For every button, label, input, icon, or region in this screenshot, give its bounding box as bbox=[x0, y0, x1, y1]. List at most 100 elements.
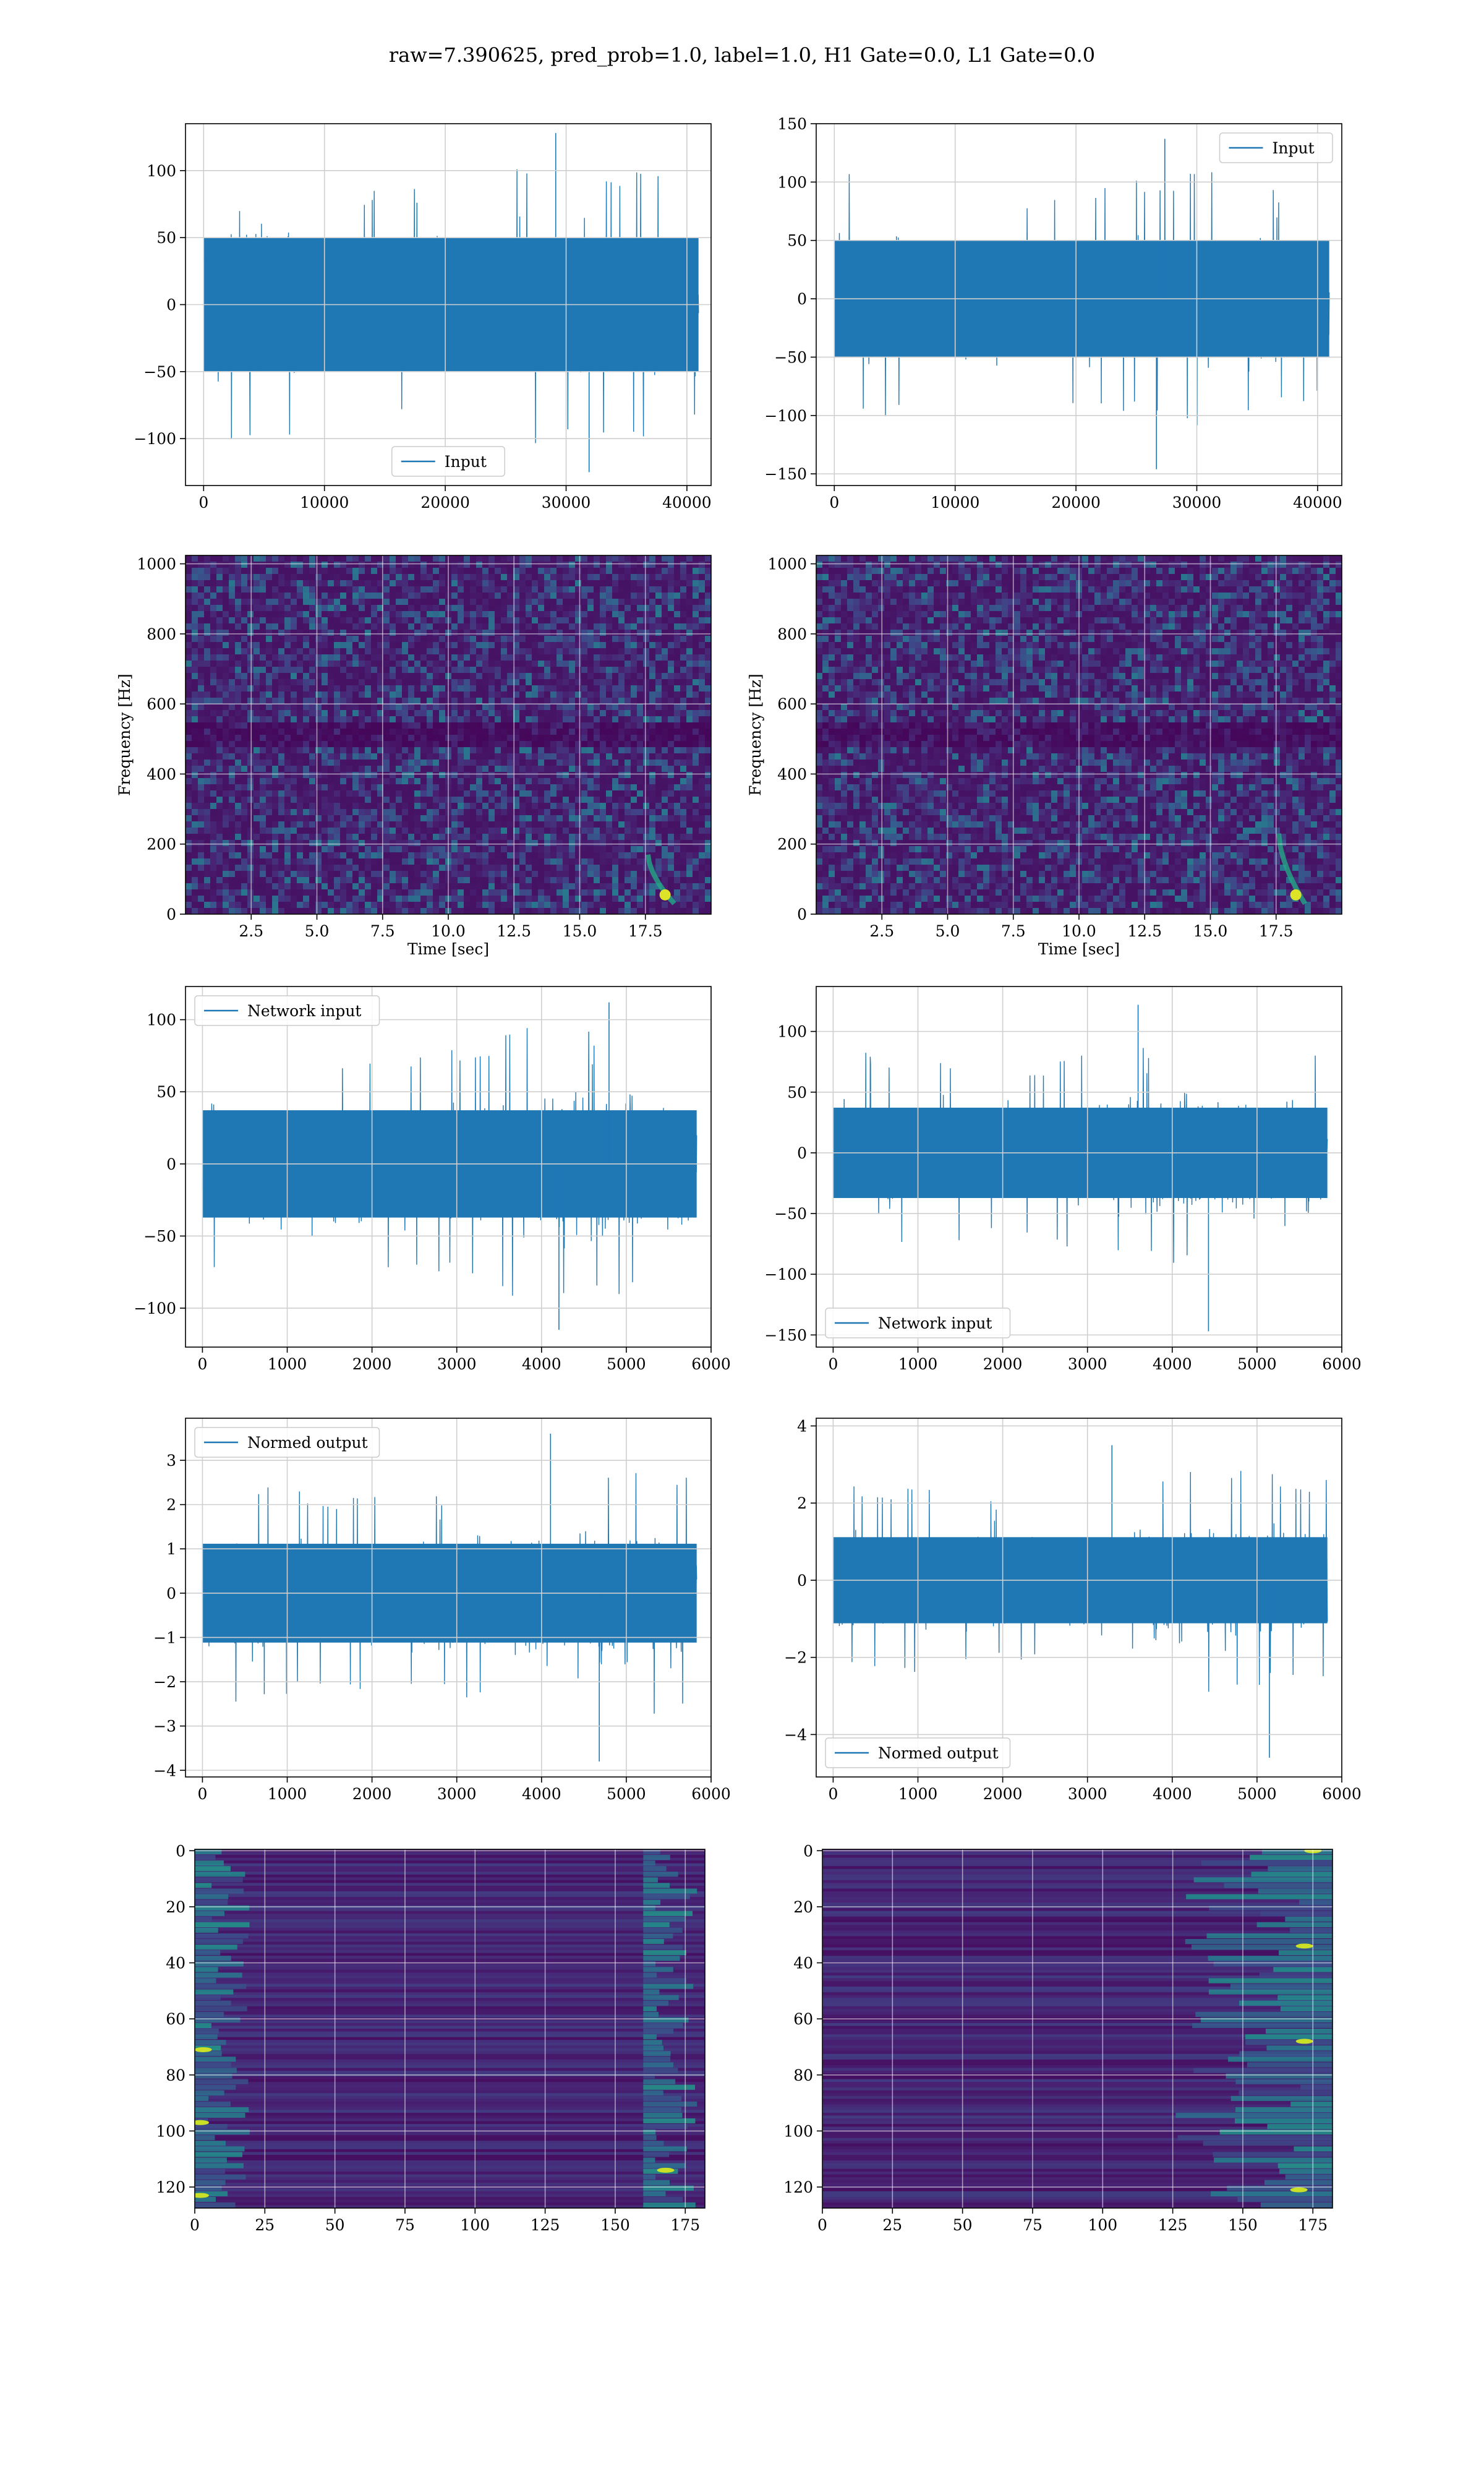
heatmap-cell bbox=[693, 766, 699, 773]
heatmap-cell bbox=[216, 896, 223, 902]
heatmap-cell bbox=[439, 580, 446, 587]
heatmap-cell bbox=[309, 574, 316, 581]
heatmap-cell bbox=[377, 809, 384, 816]
heatmap-cell bbox=[216, 834, 223, 841]
heatmap-cell bbox=[625, 648, 631, 655]
legend: Input bbox=[1219, 132, 1333, 163]
heatmap-cell bbox=[637, 871, 644, 878]
heatmap-cell bbox=[377, 877, 384, 884]
heatmap-cell bbox=[699, 840, 706, 847]
heatmap-cell bbox=[266, 599, 273, 606]
heatmap-cell bbox=[377, 605, 384, 612]
heatmap-cell bbox=[210, 586, 217, 593]
heatmap-cell bbox=[272, 593, 279, 599]
heatmap-cell bbox=[451, 710, 458, 717]
heatmap-cell bbox=[458, 704, 464, 711]
heatmap-cell bbox=[272, 858, 279, 865]
heatmap-cell bbox=[284, 704, 291, 711]
heatmap-cell bbox=[625, 636, 631, 643]
heatmap-cell bbox=[216, 803, 223, 810]
heatmap-cell bbox=[371, 722, 378, 729]
heatmap-cell bbox=[241, 691, 248, 698]
heatmap-cell bbox=[680, 654, 687, 661]
heatmap-cell bbox=[272, 562, 279, 568]
heatmap-cell bbox=[686, 617, 693, 624]
heatmap-cell bbox=[365, 747, 372, 754]
heatmap-cell bbox=[495, 784, 501, 791]
heatmap-cell bbox=[668, 797, 675, 803]
heatmap-cell bbox=[340, 753, 347, 760]
heatmap-cell bbox=[476, 630, 483, 636]
heatmap-cell bbox=[322, 741, 328, 748]
y-tick-label: −100 bbox=[764, 407, 807, 425]
heatmap-cell bbox=[216, 586, 223, 593]
heatmap-cell bbox=[371, 729, 378, 735]
heatmap-cell bbox=[204, 704, 211, 711]
heatmap-cell bbox=[198, 821, 205, 828]
heatmap-cell bbox=[649, 883, 656, 890]
heatmap-cell bbox=[637, 729, 644, 735]
heatmap-cell bbox=[488, 828, 495, 834]
heatmap-cell bbox=[427, 735, 433, 742]
heatmap-cell bbox=[631, 698, 638, 704]
heatmap-cell bbox=[612, 803, 619, 810]
heatmap-cell bbox=[328, 896, 335, 902]
heatmap-cell bbox=[544, 834, 551, 841]
heatmap-cell bbox=[247, 753, 254, 760]
heatmap-cell bbox=[550, 661, 557, 667]
heatmap-cell bbox=[581, 691, 588, 698]
heatmap-cell bbox=[402, 710, 409, 717]
heatmap-cell bbox=[365, 729, 372, 735]
heatmap-cell bbox=[625, 760, 631, 766]
heatmap-cell bbox=[488, 902, 495, 909]
heatmap-cell bbox=[247, 691, 254, 698]
heatmap-cell bbox=[186, 630, 192, 636]
heatmap-cell bbox=[334, 704, 341, 711]
heatmap-cell bbox=[488, 896, 495, 902]
heatmap-cell bbox=[501, 883, 508, 890]
heatmap-cell bbox=[414, 630, 421, 636]
heatmap-cell bbox=[699, 617, 706, 624]
heatmap-cell bbox=[402, 815, 409, 822]
heatmap-cell bbox=[420, 698, 427, 704]
heatmap-cell bbox=[649, 889, 656, 896]
heatmap-cell bbox=[612, 710, 619, 717]
heatmap-cell bbox=[427, 673, 433, 680]
heatmap-cell bbox=[538, 691, 545, 698]
heatmap-cell bbox=[643, 685, 650, 692]
heatmap-cell bbox=[587, 883, 594, 890]
heatmap-cell bbox=[420, 636, 427, 643]
heatmap-cell bbox=[328, 747, 335, 754]
heatmap-cell bbox=[427, 729, 433, 735]
heatmap-cell bbox=[278, 555, 285, 562]
heatmap-cell bbox=[482, 753, 489, 760]
heatmap-cell bbox=[458, 834, 464, 841]
heatmap-cell bbox=[470, 667, 477, 674]
heatmap-cell bbox=[631, 778, 638, 785]
heatmap-cell bbox=[291, 753, 297, 760]
heatmap-cell bbox=[352, 574, 359, 581]
heatmap-cell bbox=[427, 766, 433, 773]
heatmap-cell bbox=[210, 889, 217, 896]
heatmap-cell bbox=[513, 704, 520, 711]
heatmap-cell bbox=[470, 617, 477, 624]
heatmap-cell bbox=[637, 858, 644, 865]
heatmap-cell bbox=[693, 611, 699, 618]
heatmap-cell bbox=[662, 586, 668, 593]
heatmap-cell bbox=[352, 815, 359, 822]
heatmap-cell bbox=[643, 599, 650, 606]
heatmap-cell bbox=[303, 766, 310, 773]
heatmap-cell bbox=[476, 698, 483, 704]
heatmap-cell bbox=[315, 691, 322, 698]
heatmap-cell bbox=[291, 623, 297, 630]
heatmap-cell bbox=[662, 753, 668, 760]
heatmap-cell bbox=[501, 593, 508, 599]
heatmap-cell bbox=[235, 852, 242, 859]
heatmap-cell bbox=[340, 555, 347, 562]
heatmap-cell bbox=[674, 760, 681, 766]
heatmap-cell bbox=[420, 877, 427, 884]
heatmap-cell bbox=[544, 741, 551, 748]
heatmap-cell bbox=[680, 642, 687, 649]
heatmap-cell bbox=[192, 735, 198, 742]
heatmap-cell bbox=[618, 586, 625, 593]
